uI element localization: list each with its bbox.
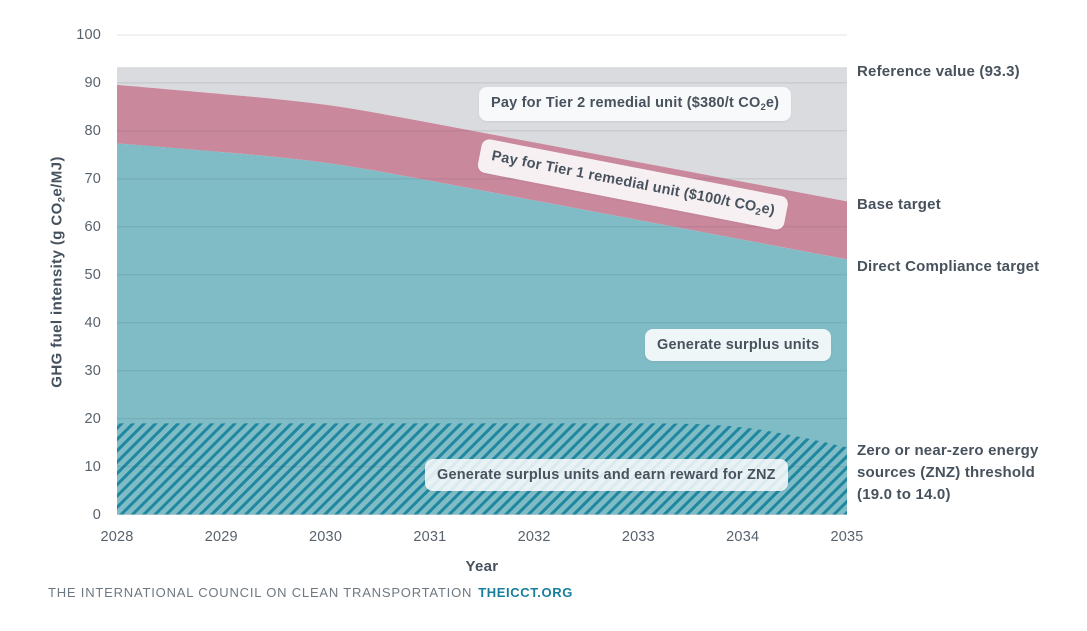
y-tick-label: 20 (84, 410, 101, 427)
x-tick-label: 2034 (726, 529, 760, 545)
y-tick-label: 0 (92, 506, 101, 523)
footer: THE INTERNATIONAL COUNCIL ON CLEAN TRANS… (48, 585, 573, 600)
x-axis-label: Year (465, 558, 499, 575)
y-tick-label: 40 (84, 314, 101, 331)
label-pay-tier2-text: Pay for Tier 2 remedial unit ($380/t CO (491, 95, 761, 111)
x-tick-label: 2030 (309, 529, 343, 545)
label-generate-surplus: Generate surplus units (645, 329, 832, 361)
y-tick-label: 100 (76, 27, 101, 43)
label-pay-tier2-remedial: Pay for Tier 2 remedial unit ($380/t CO2… (479, 87, 792, 121)
x-tick-label: 2029 (204, 529, 238, 545)
footer-org-text: THE INTERNATIONAL COUNCIL ON CLEAN TRANS… (48, 585, 473, 600)
x-tick-label: 2033 (621, 529, 655, 545)
y-tick-label: 30 (84, 362, 101, 379)
y-axis-title-subscript: 2 (56, 196, 68, 203)
x-tick-label: 2032 (517, 529, 551, 545)
annotation-direct-compliance-target: Direct Compliance target (857, 258, 1040, 275)
annotation-base-target: Base target (857, 196, 941, 213)
y-tick-label: 50 (84, 266, 101, 283)
x-tick-label: 2028 (100, 529, 134, 545)
y-tick-label: 80 (84, 122, 101, 139)
annotation-znz-threshold: Zero or near-zero energy sources (ZNZ) t… (857, 442, 1039, 503)
annotation-reference-value: Reference value (93.3) (857, 63, 1020, 80)
x-tick-label: 2031 (413, 529, 447, 545)
label-pay-tier1-text-end: e) (760, 200, 777, 219)
x-tick-label: 2035 (830, 529, 864, 545)
y-tick-label: 10 (84, 458, 101, 475)
y-tick-label: 70 (84, 170, 101, 187)
label-generate-surplus-znz: Generate surplus units and earn reward f… (425, 459, 788, 491)
footer-site-link[interactable]: THEICCT.ORG (478, 585, 573, 600)
label-pay-tier2-subscript: 2 (760, 102, 766, 113)
y-tick-label: 60 (84, 218, 101, 235)
y-tick-label: 90 (84, 74, 101, 91)
label-pay-tier2-text-end: e) (765, 95, 780, 111)
